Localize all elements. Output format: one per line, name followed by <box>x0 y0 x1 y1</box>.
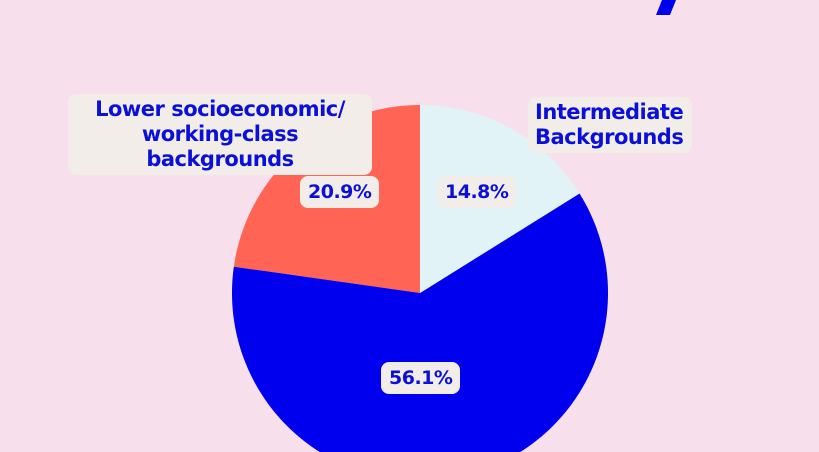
value-label-lower: 20.9% <box>300 176 380 208</box>
title-glyph-fragment <box>656 0 676 15</box>
slice-majority <box>232 193 608 452</box>
category-label-intermediate-text: Intermediate Backgrounds <box>535 100 684 149</box>
category-label-intermediate: Intermediate Backgrounds <box>528 97 692 153</box>
category-label-lower-text: Lower socioeconomic/ working-class backg… <box>95 97 345 171</box>
value-label-majority: 56.1% <box>381 362 461 394</box>
category-label-lower: Lower socioeconomic/ working-class backg… <box>68 94 372 175</box>
value-label-intermediate: 14.8% <box>437 176 517 208</box>
